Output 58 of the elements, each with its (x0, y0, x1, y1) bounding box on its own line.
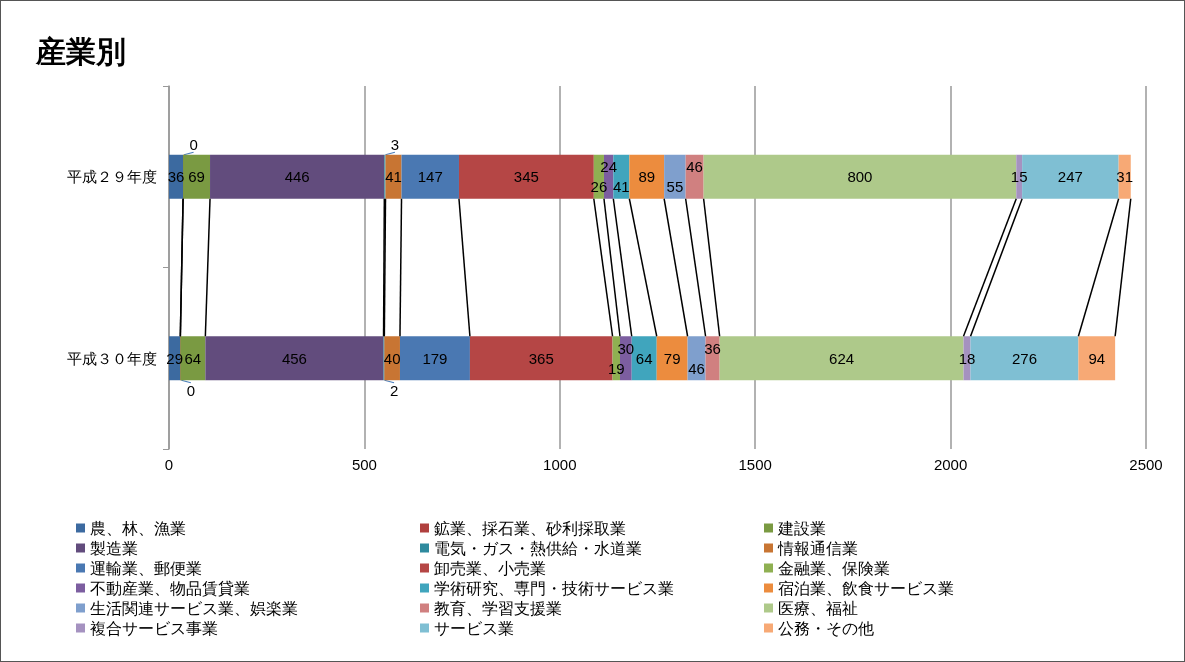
legend-label: 卸売業、小売業 (434, 559, 546, 577)
y-tick-label: 平成３０年度 (67, 349, 157, 367)
x-tick-label: 1500 (738, 456, 772, 473)
data-label: 456 (281, 349, 307, 367)
data-label: 36 (704, 339, 721, 357)
x-tick-label: 2000 (933, 456, 968, 473)
data-label: 247 (1057, 168, 1083, 186)
data-label: 147 (417, 168, 443, 186)
data-label: 69 (188, 168, 205, 186)
data-label: 276 (1011, 349, 1037, 367)
chart-title: 産業別 (35, 34, 126, 68)
data-label: 40 (383, 349, 401, 367)
data-label: 0 (189, 136, 198, 154)
data-label: 46 (686, 158, 703, 176)
data-label: 46 (688, 359, 705, 377)
legend-label: 情報通信業 (777, 539, 858, 557)
data-label: 365 (528, 349, 554, 367)
legend-label: 教育、学習支援業 (434, 599, 562, 617)
legend-label: 金融業、保険業 (778, 559, 890, 577)
data-label: 55 (666, 178, 684, 196)
x-tick-label: 500 (351, 456, 377, 473)
x-tick-label: 2500 (1129, 456, 1163, 473)
legend-label: サービス業 (434, 619, 514, 637)
x-tick-label: 0 (164, 456, 174, 473)
legend-label: 不動産業、物品賃貸業 (90, 579, 250, 597)
x-tick-label: 1000 (543, 456, 577, 473)
legend-label: 鉱業、採石業、砂利採取業 (434, 519, 626, 537)
data-label: 18 (958, 349, 976, 367)
data-label: 89 (638, 168, 656, 186)
data-label: 3 (390, 136, 400, 154)
data-label: 624 (829, 349, 855, 367)
data-label: 41 (385, 168, 402, 186)
data-label: 345 (513, 168, 539, 186)
legend-label: 学術研究、専門・技術サービス業 (434, 579, 674, 597)
data-label: 79 (663, 349, 681, 367)
data-label: 41 (613, 178, 630, 196)
legend-label: 農、林、漁業 (90, 519, 186, 537)
legend-label: 運輸業、郵便業 (90, 559, 202, 577)
data-label: 800 (847, 168, 873, 186)
data-label: 30 (617, 339, 635, 357)
data-label: 2 (389, 381, 399, 399)
legend-label: 製造業 (90, 539, 138, 557)
data-label: 94 (1088, 349, 1106, 367)
legend-label: 生活関連サービス業、娯楽業 (90, 599, 298, 617)
data-label: 0 (186, 381, 196, 399)
data-label: 64 (184, 349, 202, 367)
data-label: 446 (284, 168, 310, 186)
data-label: 179 (422, 349, 448, 367)
legend-label: 医療、福祉 (778, 599, 858, 617)
legend-label: 建設業 (777, 519, 826, 537)
legend-label: 宿泊業、飲食サービス業 (778, 579, 954, 597)
y-tick-label: 平成２９年度 (67, 168, 157, 186)
data-label: 24 (600, 158, 617, 176)
legend-label: 公務・その他 (778, 619, 874, 637)
data-label: 64 (635, 349, 653, 367)
legend-label: 複合サービス事業 (90, 619, 218, 637)
legend-label: 電気・ガス・熱供給・水道業 (434, 539, 642, 557)
data-label: 15 (1010, 168, 1028, 186)
